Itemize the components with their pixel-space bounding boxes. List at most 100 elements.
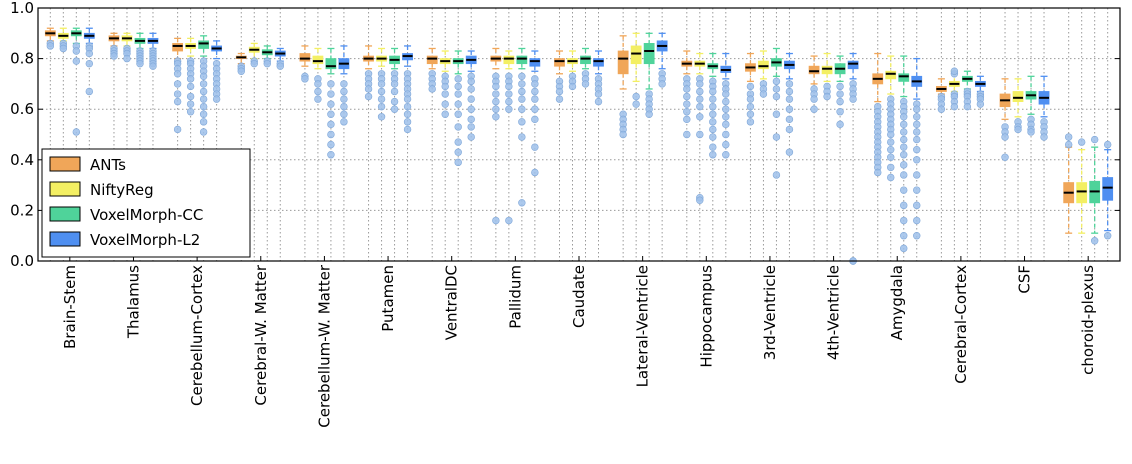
- outlier-point: [454, 90, 462, 98]
- outlier-point: [518, 118, 526, 126]
- outlier-point: [518, 87, 526, 96]
- legend: ANTs NiftyReg VoxelMorph-CC VoxelMorph-L2: [41, 148, 251, 258]
- outlier-point: [276, 62, 284, 70]
- outlier-point: [173, 90, 182, 98]
- outlier-point: [645, 110, 653, 118]
- outlier-point: [772, 77, 781, 86]
- outlier-point: [619, 130, 627, 139]
- outlier-point: [327, 110, 335, 118]
- legend-swatch: [49, 206, 81, 222]
- box-iqr: [426, 55, 438, 65]
- outlier-point: [72, 128, 81, 136]
- outlier-point: [555, 87, 564, 96]
- outlier-point: [377, 113, 386, 121]
- y-tick-label: 0.6: [10, 100, 34, 118]
- outlier-point: [722, 90, 730, 98]
- x-category-label: Pallidum: [506, 265, 524, 329]
- outlier-point: [746, 82, 755, 91]
- outlier-point: [722, 105, 730, 113]
- outlier-point: [186, 82, 195, 91]
- outlier-point: [505, 82, 513, 91]
- outlier-point: [1103, 232, 1112, 240]
- outlier-point: [900, 113, 908, 121]
- outlier-point: [836, 90, 844, 98]
- outlier-point: [913, 135, 921, 144]
- outlier-point: [199, 118, 208, 126]
- outlier-point: [722, 140, 730, 149]
- outlier-point: [900, 135, 908, 144]
- outlier-point: [581, 80, 590, 88]
- outlier-point: [785, 95, 794, 103]
- x-category-label: Cerebellum-W. Matter: [315, 264, 333, 428]
- outlier-point: [1090, 135, 1099, 144]
- outlier-point: [377, 95, 386, 103]
- outlier-point: [1001, 133, 1009, 141]
- outlier-point: [1077, 138, 1086, 146]
- x-category-label: Caudate: [570, 265, 588, 328]
- outlier-point: [454, 110, 462, 118]
- outlier-point: [836, 97, 844, 106]
- outlier-point: [709, 87, 717, 96]
- outlier-point: [696, 102, 704, 111]
- outlier-point: [492, 82, 500, 91]
- outlier-point: [518, 199, 526, 207]
- outlier-point: [900, 244, 908, 253]
- outlier-point: [199, 128, 208, 136]
- outlier-point: [340, 80, 348, 88]
- outlier-point: [390, 80, 399, 88]
- outlier-point: [785, 80, 794, 88]
- outlier-point: [900, 128, 908, 136]
- outlier-point: [531, 143, 539, 151]
- outlier-point: [199, 95, 208, 103]
- outlier-point: [900, 216, 908, 225]
- box-iqr: [503, 55, 515, 65]
- outlier-point: [1064, 140, 1073, 149]
- outlier-point: [327, 130, 335, 139]
- outlier-point: [314, 80, 322, 88]
- outlier-point: [123, 54, 131, 63]
- outlier-point: [1090, 237, 1099, 245]
- outlier-point: [441, 110, 449, 118]
- outlier-point: [72, 57, 81, 65]
- outlier-point: [746, 95, 755, 103]
- box-iqr: [529, 58, 541, 67]
- outlier-point: [531, 105, 539, 113]
- outlier-point: [709, 143, 717, 151]
- box-iqr: [1076, 182, 1088, 204]
- box-iqr: [821, 65, 833, 75]
- outlier-point: [199, 87, 208, 96]
- outlier-point: [696, 130, 704, 139]
- outlier-point: [772, 85, 781, 93]
- outlier-point: [887, 138, 895, 146]
- outlier-point: [683, 85, 691, 93]
- outlier-point: [518, 105, 526, 113]
- outlier-point: [759, 90, 768, 98]
- outlier-point: [377, 87, 386, 96]
- outlier-point: [632, 92, 640, 101]
- box-iqr: [643, 43, 655, 65]
- y-tick-label: 0.0: [10, 252, 34, 270]
- outlier-point: [785, 115, 794, 124]
- outlier-point: [683, 108, 691, 116]
- outlier-point: [913, 120, 921, 129]
- x-category-label: Amygdala: [888, 265, 906, 340]
- outlier-point: [900, 186, 908, 194]
- outlier-point: [263, 59, 271, 68]
- legend-swatch: [49, 156, 81, 172]
- box-iqr: [325, 58, 337, 70]
- outlier-point: [441, 90, 449, 98]
- outlier-point: [327, 120, 335, 129]
- outlier-point: [327, 80, 335, 88]
- outlier-point: [568, 82, 577, 91]
- outlier-point: [314, 87, 322, 96]
- outlier-point: [454, 82, 462, 91]
- outlier-point: [913, 113, 921, 121]
- outlier-point: [772, 110, 781, 118]
- outlier-point: [467, 85, 475, 93]
- outlier-point: [454, 123, 462, 131]
- outlier-point: [467, 133, 475, 141]
- outlier-point: [1064, 133, 1073, 141]
- outlier-point: [913, 232, 921, 240]
- outlier-point: [772, 171, 781, 179]
